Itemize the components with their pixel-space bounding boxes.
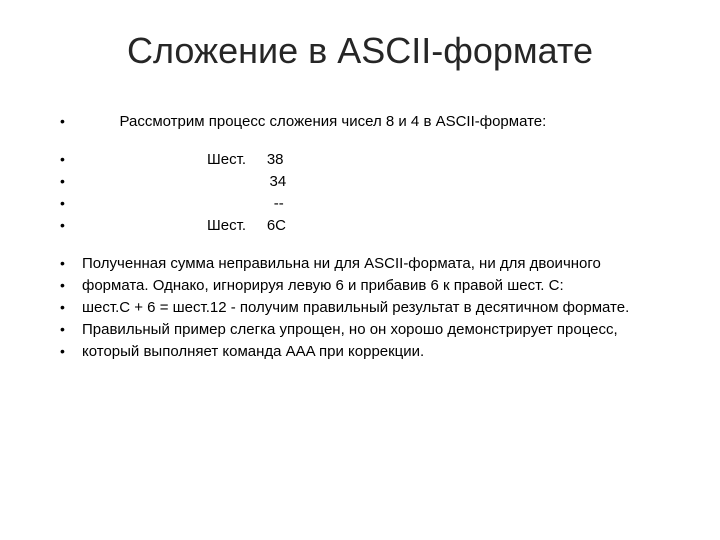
bullet-text: Правильный пример слегка упрощен, но он … <box>82 320 670 340</box>
bullet-icon: • <box>60 343 82 359</box>
bullet-icon: • <box>60 173 82 189</box>
bullet-icon: • <box>60 217 82 233</box>
bullet-line: • -- <box>60 194 670 214</box>
bullet-line: • Шест. 6C <box>60 216 670 236</box>
bullet-text: 34 <box>82 172 286 192</box>
bullet-icon: • <box>60 195 82 211</box>
bullet-text: Рассмотрим процесс сложения чисел 8 и 4 … <box>82 112 546 132</box>
bullet-line: • Рассмотрим процесс сложения чисел 8 и … <box>60 112 670 132</box>
slide-container: Сложение в ASCII-формате • Рассмотрим пр… <box>0 0 720 540</box>
bullet-line: •Правильный пример слегка упрощен, но он… <box>60 320 670 340</box>
bullet-text: Полученная сумма неправильна ни для ASCI… <box>82 254 670 274</box>
bullet-line: • 34 <box>60 172 670 192</box>
bullet-line: •Полученная сумма неправильна ни для ASC… <box>60 254 670 274</box>
bullet-text: который выполняет команда AAA при коррек… <box>82 342 424 362</box>
bullet-icon: • <box>60 255 82 271</box>
bullet-text: Шест. 6C <box>82 216 286 236</box>
bullet-icon: • <box>60 113 82 129</box>
bullet-icon: • <box>60 299 82 315</box>
bullet-icon: • <box>60 321 82 337</box>
slide-content: • Рассмотрим процесс сложения чисел 8 и … <box>50 112 670 362</box>
bullet-text: -- <box>82 194 284 214</box>
bullet-icon: • <box>60 277 82 293</box>
bullet-line: •который выполняет команда AAA при корре… <box>60 342 670 362</box>
bullet-text: шест.C + 6 = шест.12 - получим правильны… <box>82 298 670 318</box>
bullet-line: •формата. Однако, игнорируя левую 6 и пр… <box>60 276 670 296</box>
bullet-icon: • <box>60 151 82 167</box>
bullet-text: Шест. 38 <box>82 150 284 170</box>
bullet-line: •шест.C + 6 = шест.12 - получим правильн… <box>60 298 670 318</box>
bullet-line: • Шест. 38 <box>60 150 670 170</box>
bullet-text: формата. Однако, игнорируя левую 6 и при… <box>82 276 670 296</box>
slide-title: Сложение в ASCII-формате <box>50 30 670 72</box>
